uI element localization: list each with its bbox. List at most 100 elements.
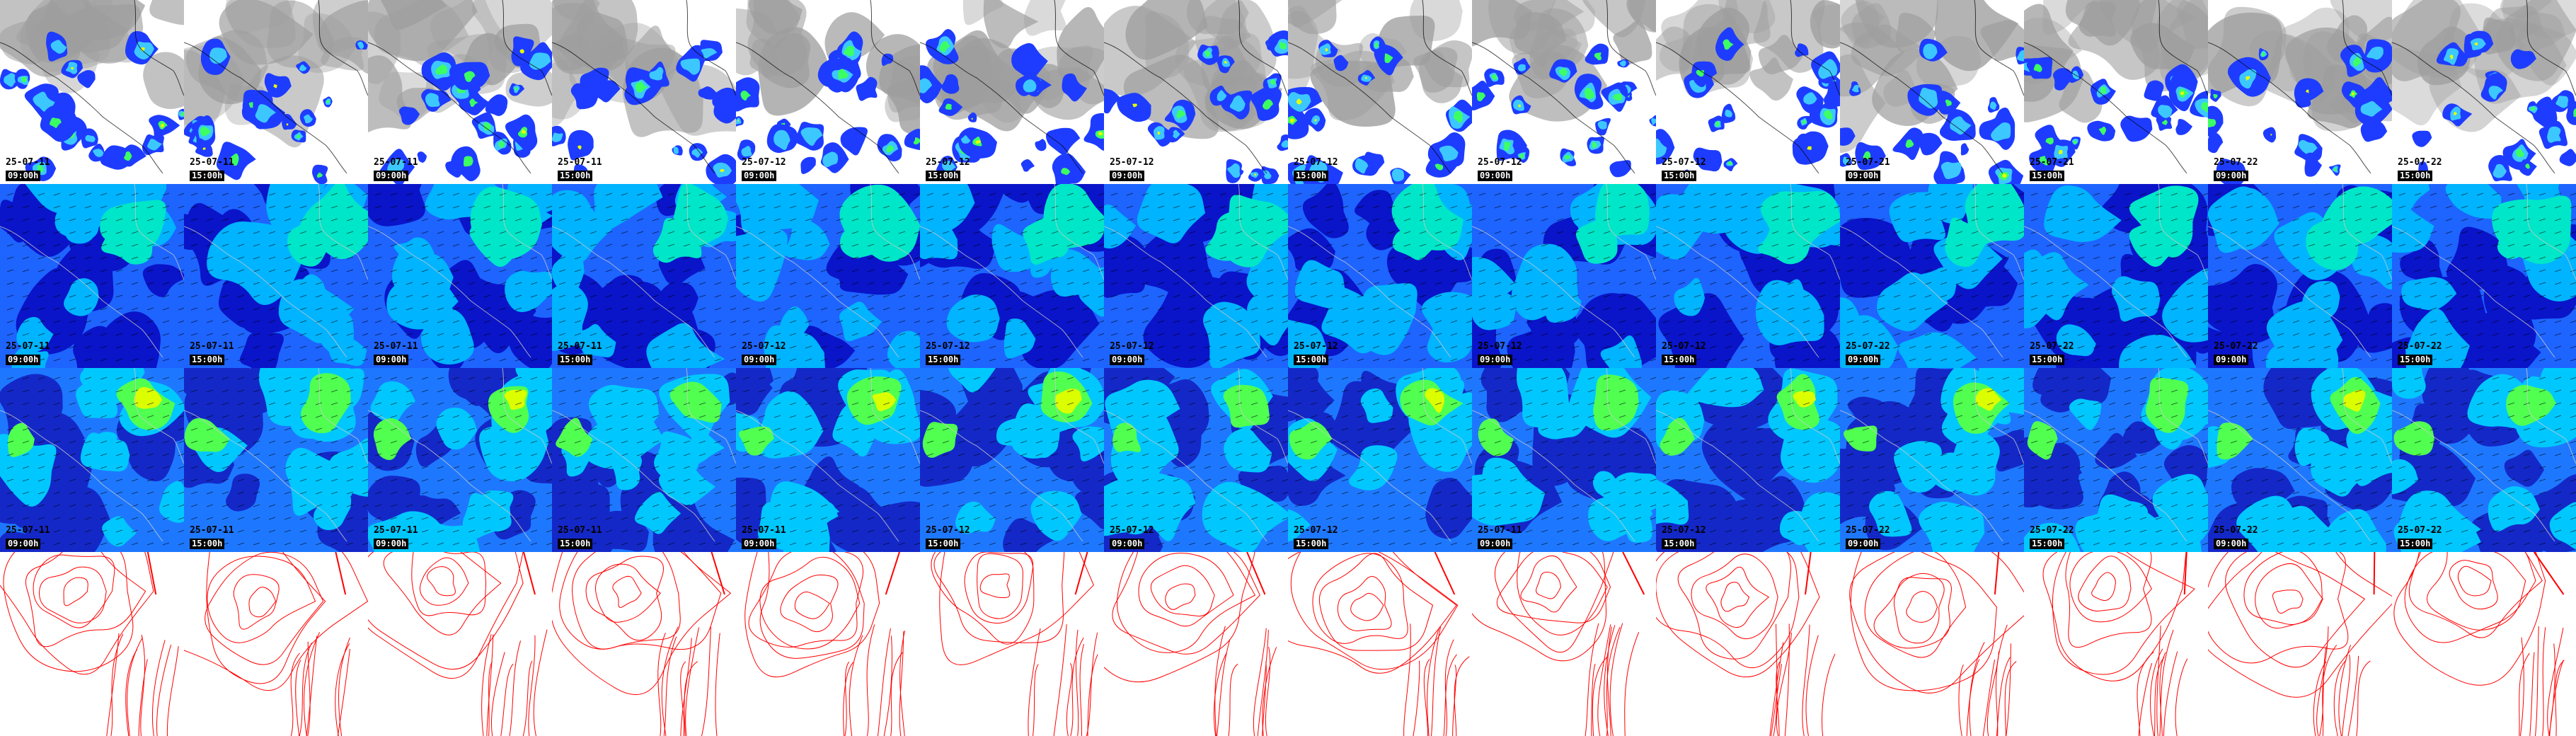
wind-high-map: [1472, 368, 1656, 552]
wind-low-map: [920, 184, 1104, 368]
timestamp-time: 15:00h: [1294, 171, 1329, 181]
timestamp-time: 09:00h: [1846, 539, 1881, 549]
wind-high-map: [368, 368, 552, 552]
wind-high-map: [736, 368, 920, 552]
pressure-contours-map: [0, 552, 184, 736]
timestamp-date: 25-07-11: [6, 525, 50, 536]
timestamp-date: 25-07-12: [742, 157, 786, 168]
timestamp-date: 25-07-22: [2214, 525, 2258, 536]
row-precipitation: 25-07-11 09:00h 25-07-11 15:00h 25-07-11 09:0…: [0, 0, 2576, 184]
timestamp-date: 25-07-22: [1846, 525, 1890, 536]
wind-high-panel: 25-07-12 15:00h: [1656, 368, 1840, 552]
precipitation-map: [0, 0, 184, 184]
wind-low-map: [1288, 184, 1472, 368]
pressure-contours-map: [1288, 552, 1472, 736]
timestamp-label: 25-07-22 09:00h: [2211, 341, 2261, 365]
timestamp-time: 09:00h: [2214, 539, 2249, 549]
timestamp-date: 25-07-11: [558, 341, 602, 352]
timestamp-label: 25-07-11 15:00h: [555, 157, 605, 181]
timestamp-label: 25-07-12 15:00h: [1659, 157, 1709, 181]
precipitation-map: [1840, 0, 2024, 184]
wind-low-panel: 25-07-12 09:00h: [736, 184, 920, 368]
timestamp-label: 25-07-11 09:00h: [3, 341, 53, 365]
wind-high-map: [1840, 368, 2024, 552]
timestamp-label: 25-07-22 09:00h: [2211, 525, 2261, 549]
wind-low-map: [368, 184, 552, 368]
precipitation-panel: 25-07-11 09:00h: [368, 0, 552, 184]
precipitation-panel: 25-07-11 15:00h: [184, 0, 368, 184]
precipitation-map: [920, 0, 1104, 184]
timestamp-time: 09:00h: [1478, 171, 1513, 181]
wind-low-panel: 25-07-11 09:00h: [0, 184, 184, 368]
timestamp-label: 25-07-22 15:00h: [2395, 157, 2445, 181]
timestamp-time: 09:00h: [6, 355, 41, 365]
pressure-contours-panel: [552, 552, 736, 736]
timestamp-date: 25-07-21: [2030, 157, 2074, 168]
wind-low-map: [2024, 184, 2208, 368]
timestamp-label: 25-07-12 15:00h: [923, 157, 973, 181]
timestamp-date: 25-07-12: [1662, 341, 1706, 352]
pressure-contours-panel: [368, 552, 552, 736]
wind-high-map: [184, 368, 368, 552]
timestamp-time: 15:00h: [2030, 355, 2065, 365]
timestamp-time: 15:00h: [2030, 171, 2065, 181]
precipitation-panel: 25-07-11 09:00h: [0, 0, 184, 184]
wind-high-map: [2392, 368, 2576, 552]
wind-low-panel: 25-07-12 09:00h: [1472, 184, 1656, 368]
precipitation-panel: 25-07-12 15:00h: [1656, 0, 1840, 184]
pressure-contours-map: [920, 552, 1104, 736]
timestamp-date: 25-07-12: [1110, 157, 1154, 168]
timestamp-date: 25-07-11: [742, 525, 786, 536]
timestamp-date: 25-07-22: [2398, 157, 2442, 168]
wind-high-panel: 25-07-12 15:00h: [1288, 368, 1472, 552]
wind-high-panel: 25-07-11 15:00h: [184, 368, 368, 552]
wind-high-panel: 25-07-11 15:00h: [552, 368, 736, 552]
wind-high-map: [552, 368, 736, 552]
pressure-contours-panel: [1104, 552, 1288, 736]
timestamp-date: 25-07-11: [190, 341, 234, 352]
timestamp-label: 25-07-12 15:00h: [923, 341, 973, 365]
wind-low-panel: 25-07-11 09:00h: [368, 184, 552, 368]
timestamp-date: 25-07-12: [1110, 525, 1154, 536]
pressure-contours-panel: [2392, 552, 2576, 736]
timestamp-date: 25-07-11: [6, 341, 50, 352]
wind-high-panel: 25-07-12 09:00h: [1104, 368, 1288, 552]
timestamp-time: 09:00h: [742, 355, 777, 365]
pressure-contours-panel: [920, 552, 1104, 736]
timestamp-label: 25-07-11 09:00h: [371, 525, 421, 549]
timestamp-time: 09:00h: [1110, 539, 1145, 549]
wind-high-panel: 25-07-11 09:00h: [1472, 368, 1656, 552]
precipitation-map: [2024, 0, 2208, 184]
timestamp-label: 25-07-22 09:00h: [1843, 525, 1893, 549]
wind-low-panel: 25-07-12 09:00h: [1104, 184, 1288, 368]
timestamp-label: 25-07-22 15:00h: [2027, 341, 2077, 365]
pressure-contours-map: [1840, 552, 2024, 736]
timestamp-label: 25-07-11 09:00h: [1475, 525, 1525, 549]
timestamp-date: 25-07-11: [190, 157, 234, 168]
timestamp-time: 15:00h: [558, 539, 593, 549]
timestamp-label: 25-07-11 15:00h: [555, 525, 605, 549]
timestamp-date: 25-07-22: [2398, 341, 2442, 352]
wind-high-map: [2024, 368, 2208, 552]
precipitation-map: [184, 0, 368, 184]
wind-low-map: [2392, 184, 2576, 368]
timestamp-label: 25-07-21 15:00h: [2027, 157, 2077, 181]
timestamp-date: 25-07-22: [2030, 525, 2074, 536]
timestamp-label: 25-07-11 09:00h: [371, 157, 421, 181]
precipitation-panel: 25-07-12 09:00h: [1472, 0, 1656, 184]
wind-high-panel: 25-07-22 15:00h: [2392, 368, 2576, 552]
timestamp-time: 15:00h: [926, 171, 961, 181]
timestamp-date: 25-07-11: [374, 157, 418, 168]
timestamp-label: 25-07-11 09:00h: [371, 341, 421, 365]
timestamp-label: 25-07-12 09:00h: [739, 157, 789, 181]
precipitation-map: [1288, 0, 1472, 184]
timestamp-date: 25-07-12: [926, 525, 970, 536]
timestamp-time: 15:00h: [1662, 171, 1697, 181]
row-wind-low: 25-07-11 09:00h 25-07-11 15:00h 25-07-11 09:0…: [0, 184, 2576, 368]
precipitation-map: [552, 0, 736, 184]
timestamp-time: 09:00h: [1478, 539, 1513, 549]
wind-low-panel: 25-07-22 09:00h: [2208, 184, 2392, 368]
timestamp-time: 15:00h: [2398, 355, 2433, 365]
pressure-contours-map: [736, 552, 920, 736]
timestamp-time: 15:00h: [926, 355, 961, 365]
